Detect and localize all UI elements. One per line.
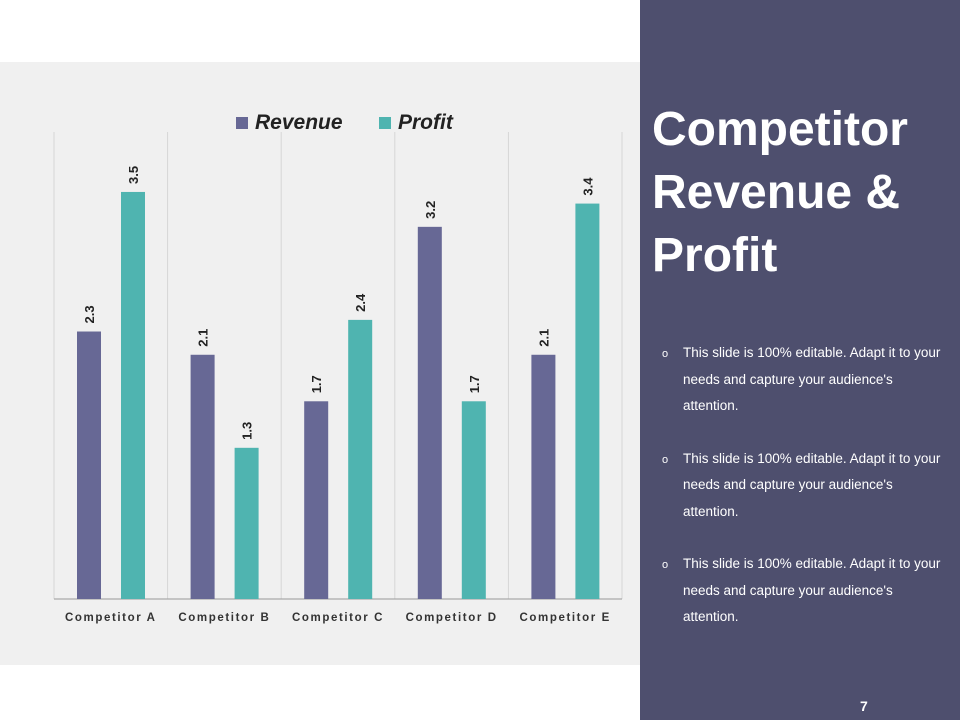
bar-profit-5	[575, 203, 600, 599]
bullet-text: This slide is 100% editable. Adapt it to…	[683, 450, 941, 519]
bullet-text: This slide is 100% editable. Adapt it to…	[683, 556, 941, 624]
x-tick-label: Competitor B	[178, 612, 270, 624]
bar-revenue-3	[304, 401, 329, 599]
bullet-item: o This slide is 100% editable. Adapt it …	[660, 446, 950, 526]
bullet-marker-icon: o	[662, 559, 669, 571]
title-line: Profit	[652, 229, 778, 282]
bar-revenue-2	[190, 354, 215, 599]
bar-revenue-5	[531, 354, 556, 599]
bar-profit-4	[461, 401, 486, 599]
data-label: 3.4	[580, 177, 595, 196]
data-label: 2.1	[196, 329, 211, 347]
bullet-list: o This slide is 100% editable. Adapt it …	[660, 340, 950, 657]
legend-label-profit: Profit	[398, 111, 454, 134]
page-number: 7	[860, 698, 868, 714]
title-line: Revenue &	[652, 166, 901, 219]
data-label: 1.7	[467, 375, 482, 393]
bar-profit-1	[121, 191, 145, 599]
bullet-marker-icon: o	[662, 348, 669, 360]
x-tick-label: Competitor C	[292, 612, 384, 624]
bullet-text: This slide is 100% editable. Adapt it to…	[683, 345, 941, 413]
slide-title: Competitor Revenue & Profit	[652, 98, 952, 287]
bar-profit-2	[234, 447, 259, 599]
bar-chart: 2.3 2.1 1.7 3.2 2.1 3.5 1.3 2.4 1.7 3.4 Competitor…	[53, 111, 623, 624]
x-tick-label: Competitor A	[65, 612, 157, 624]
bullet-marker-icon: o	[662, 453, 669, 466]
bullet-item: o This slide is 100% editable. Adapt it …	[660, 551, 950, 631]
data-label: 1.7	[309, 375, 324, 393]
bar-revenue-4	[417, 226, 442, 599]
chart-panel: 2.3 2.1 1.7 3.2 2.1 3.5 1.3 2.4 1.7 3.4 Competitor…	[0, 62, 640, 665]
x-tick-label: Competitor D	[406, 612, 498, 624]
data-label: 2.1	[536, 329, 551, 347]
title-line: Competitor	[652, 103, 908, 156]
data-label: 1.3	[240, 422, 255, 440]
data-label: 3.2	[423, 201, 438, 219]
legend-swatch-profit	[379, 117, 391, 129]
legend-swatch-revenue	[236, 117, 248, 129]
bar-revenue-1	[77, 331, 101, 599]
data-label: 2.4	[353, 293, 368, 312]
bar-profit-3	[348, 319, 373, 599]
x-tick-label: Competitor E	[519, 612, 610, 624]
data-label: 3.5	[126, 166, 141, 184]
data-label: 2.3	[82, 305, 97, 323]
bullet-item: o This slide is 100% editable. Adapt it …	[660, 340, 950, 420]
legend-label-revenue: Revenue	[255, 111, 343, 134]
side-panel: Competitor Revenue & Profit o This slide…	[640, 0, 960, 720]
